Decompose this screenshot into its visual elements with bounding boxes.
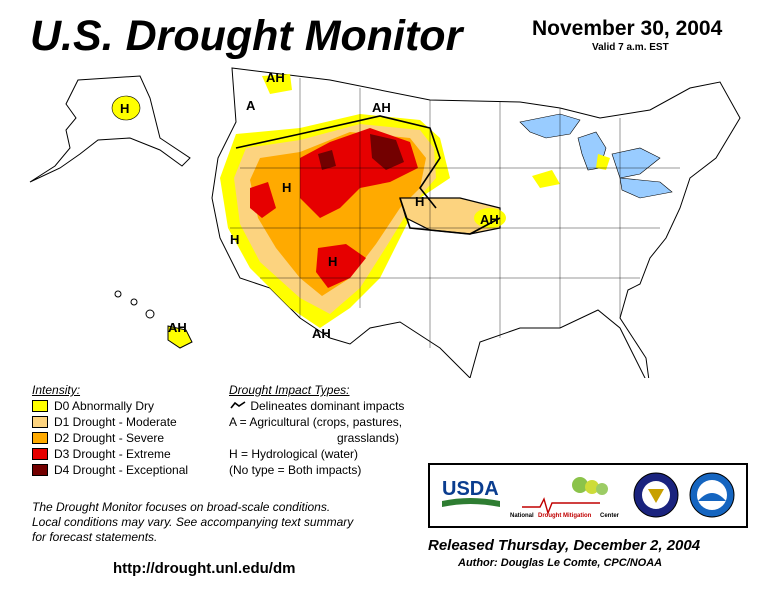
usda-text: USDA xyxy=(442,478,499,500)
map-label-h-west: H xyxy=(282,180,291,195)
website-url[interactable]: http://drought.unl.edu/dm xyxy=(113,560,296,577)
drought-map: H AH A AH H H H AH H AH AH xyxy=(29,67,741,378)
legend-label-d4: D4 Drought - Exceptional xyxy=(54,463,189,477)
drought-d0-washington xyxy=(262,74,292,94)
page-title: U.S. Drought Monitor xyxy=(30,12,463,60)
ndmc-logo: National Drought Mitigation Center xyxy=(510,477,620,519)
map-label-wa-a: A xyxy=(246,98,256,113)
map-label-hawaii: AH xyxy=(168,320,187,335)
impact-heading: Drought Impact Types: xyxy=(229,383,350,397)
author: Author: Douglas Le Comte, CPC/NOAA xyxy=(458,557,663,569)
map-date: November 30, 2004 xyxy=(532,17,723,40)
ndmc-text-c: Center xyxy=(600,513,620,519)
legend-row-d2: D2 Drought - Severe xyxy=(32,430,188,446)
drought-plains xyxy=(399,197,501,235)
release-date: Released Thursday, December 2, 2004 xyxy=(428,537,701,554)
swatch-d0 xyxy=(32,400,48,412)
drought-d0-iowa xyxy=(474,208,506,228)
ndmc-text-b: Drought Mitigation xyxy=(538,513,592,519)
state-lines xyxy=(230,78,680,348)
map-label-h-sw: H xyxy=(328,254,337,269)
note-line-3: for forecast statements. xyxy=(32,530,158,544)
ndmc-tree-1 xyxy=(572,477,588,493)
swatch-d1 xyxy=(32,416,48,428)
alaska-land xyxy=(29,75,191,183)
swatch-d2 xyxy=(32,432,48,444)
hawaii-island-3 xyxy=(145,309,155,319)
note-line-1: The Drought Monitor focuses on broad-sca… xyxy=(32,500,331,514)
intensity-heading: Intensity: xyxy=(32,383,81,397)
alaska-d0 xyxy=(111,95,141,121)
legend-label-d1: D1 Drought - Moderate xyxy=(54,415,177,429)
map-label-ah-north: AH xyxy=(372,100,391,115)
impact-none-label: (No type = Both impacts) xyxy=(229,463,362,477)
usda-logo: USDA xyxy=(442,478,500,507)
conus xyxy=(211,67,741,378)
map-label-h-plains: H xyxy=(415,194,424,209)
note-line-2: Local conditions may vary. See accompany… xyxy=(32,515,354,529)
intensity-legend: Intensity: D0 Abnormally Dry D1 Drought … xyxy=(32,382,188,478)
legend-row-d4: D4 Drought - Exceptional xyxy=(32,462,188,478)
hawaii-island-2 xyxy=(130,298,138,306)
impact-line-row: Delineates dominant impacts xyxy=(229,398,404,414)
usda-swoosh xyxy=(442,498,500,507)
map-label-ah-nm: AH xyxy=(312,326,331,341)
commerce-seal xyxy=(633,472,679,518)
agency-logos: USDA National Drought Mitigation Center xyxy=(428,463,748,528)
swatch-d4 xyxy=(32,464,48,476)
map-label-alaska: H xyxy=(120,101,129,116)
valid-time: Valid 7 a.m. EST xyxy=(592,42,669,53)
noaa-logo xyxy=(689,472,735,518)
map-label-ah-iowa: AH xyxy=(480,212,499,227)
hawaii: AH xyxy=(114,290,193,349)
impact-h-label: H = Hydrological (water) xyxy=(229,447,359,461)
drought-d4-west xyxy=(318,134,404,170)
impact-legend: Drought Impact Types: Delineates dominan… xyxy=(229,382,404,478)
logos-svg: USDA National Drought Mitigation Center xyxy=(442,472,735,519)
impact-line-icon xyxy=(230,401,246,409)
disclaimer-note: The Drought Monitor focuses on broad-sca… xyxy=(32,500,412,545)
impact-a-label-cont: grasslands) xyxy=(337,431,400,445)
impact-line-label: Delineates dominant impacts xyxy=(250,399,405,413)
hawaii-island-1 xyxy=(114,290,122,298)
noaa-bird xyxy=(698,493,726,501)
legend-row-d0: D0 Abnormally Dry xyxy=(32,398,188,414)
legend-row-d1: D1 Drought - Moderate xyxy=(32,414,188,430)
ndmc-tree-2 xyxy=(585,480,599,494)
drought-d0-michigan xyxy=(532,154,610,188)
ndmc-line xyxy=(522,497,600,516)
legend-label-d2: D2 Drought - Severe xyxy=(54,431,165,445)
impact-a-label: A = Agricultural (crops, pastures, xyxy=(229,415,403,429)
ndmc-tree-3 xyxy=(596,483,608,495)
commerce-seal-eagle xyxy=(648,489,664,503)
map-label-wa-ah: AH xyxy=(266,70,285,85)
ndmc-text-a: National xyxy=(510,513,534,519)
hawaii-big-island xyxy=(167,325,193,349)
map-label-h-ca: H xyxy=(230,232,239,247)
legend-label-d0: D0 Abnormally Dry xyxy=(54,399,155,413)
impact-boundary xyxy=(235,115,501,235)
legend-label-d3: D3 Drought - Extreme xyxy=(54,447,171,461)
swatch-d3 xyxy=(32,448,48,460)
legend-row-d3: D3 Drought - Extreme xyxy=(32,446,188,462)
alaska: H xyxy=(29,75,191,183)
